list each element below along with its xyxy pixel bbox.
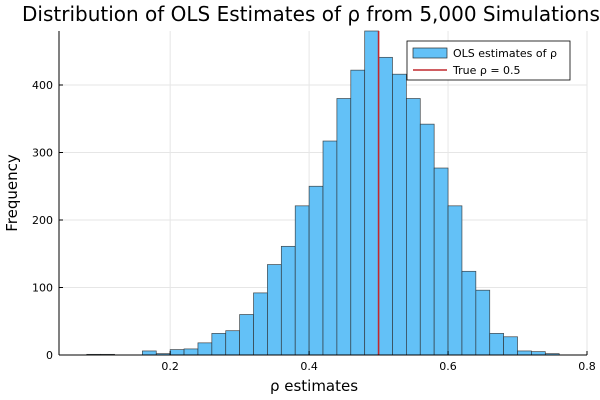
histogram-bar-19: [350, 69, 366, 356]
x-axis-label: ρ estimates: [270, 377, 358, 395]
histogram-bar-22: [392, 73, 407, 356]
histogram-bar-13: [267, 264, 282, 356]
x-tick-label-0: 0.2: [161, 360, 179, 373]
histogram-bar-28: [475, 289, 491, 356]
axes: [58, 31, 588, 356]
legend: OLS estimates of ρ True ρ = 0.5: [406, 40, 571, 81]
histogram-bar-6: [169, 349, 185, 356]
x-tick-label-1: 0.4: [300, 360, 318, 373]
histogram-bar-7: [183, 348, 199, 356]
histogram-bar-17: [322, 140, 338, 356]
y-tick-label-1: 100: [32, 282, 53, 295]
histogram-bar-31: [517, 350, 532, 356]
legend-swatch-bars: [412, 47, 448, 59]
histogram-bar-29: [489, 333, 504, 356]
histogram-bar-18: [336, 98, 352, 356]
x-tick-label-2: 0.6: [439, 360, 457, 373]
histogram-bar-27: [461, 270, 477, 356]
y-axis-label: Frequency: [3, 154, 21, 232]
histogram-bar-25: [433, 167, 449, 356]
histogram-bar-32: [531, 351, 546, 356]
histogram-bar-30: [503, 336, 518, 356]
y-tick-label-4: 400: [32, 79, 53, 92]
histogram-bar-10: [225, 330, 240, 356]
histogram-bar-9: [211, 333, 227, 356]
y-tick-label-3: 300: [32, 147, 53, 160]
y-tick-label-2: 200: [32, 214, 53, 227]
legend-box: [406, 40, 571, 81]
y-tick-labels: 0 100 200 300 400: [32, 79, 53, 362]
x-tick-labels: 0.2 0.4 0.6 0.8: [161, 360, 595, 373]
y-tick-label-0: 0: [46, 349, 53, 362]
histogram-bar-15: [294, 205, 310, 356]
chart-title: Distribution of OLS Estimates of ρ from …: [22, 2, 600, 26]
histogram-bar-23: [406, 98, 421, 356]
histogram-bar-20: [364, 30, 379, 356]
histogram-bar-11: [239, 314, 254, 356]
histogram-bar-12: [253, 292, 268, 356]
histogram-bar-24: [419, 123, 435, 356]
legend-entry-ols: OLS estimates of ρ: [453, 47, 557, 60]
histogram-bar-21: [378, 56, 393, 356]
histogram-bar-14: [280, 245, 296, 356]
histogram-bar-26: [447, 205, 463, 356]
x-tick-label-3: 0.8: [578, 360, 596, 373]
histogram-bar-4: [142, 350, 157, 356]
legend-entry-true-rho: True ρ = 0.5: [452, 64, 521, 77]
histogram-bar-8: [197, 342, 213, 356]
bars: [86, 30, 560, 356]
histogram-bar-16: [308, 185, 324, 356]
